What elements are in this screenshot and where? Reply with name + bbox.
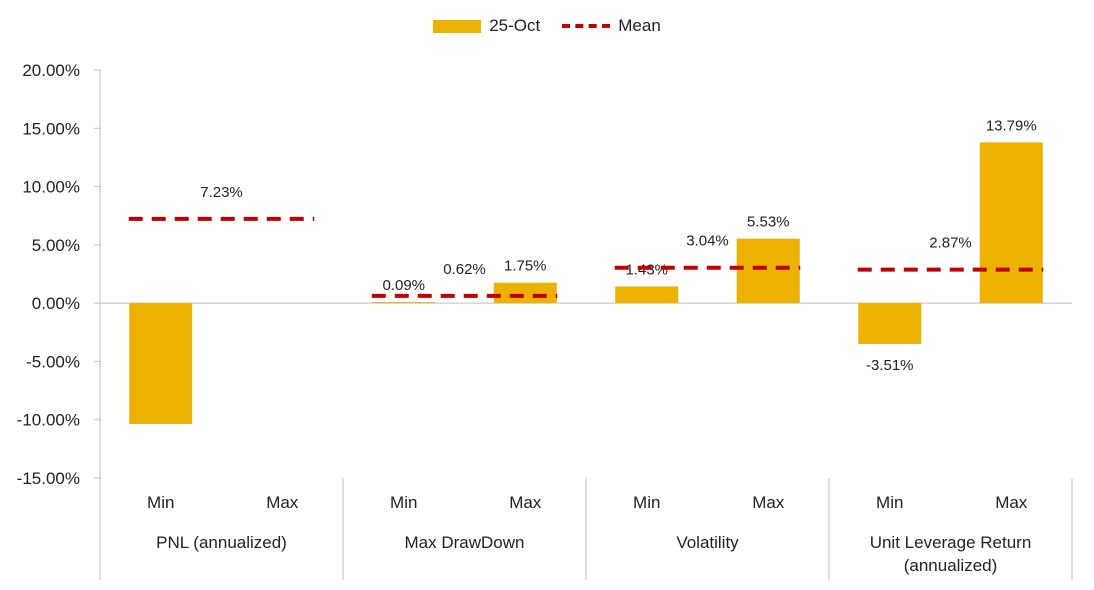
legend-mean-label: Mean (618, 16, 661, 35)
y-tick-label: -5.00% (26, 352, 80, 371)
y-tick-label: 0.00% (32, 294, 80, 313)
bar (979, 142, 1043, 304)
mean-value-label: 7.23% (200, 184, 243, 201)
bar (858, 303, 922, 345)
bar-value-label: 5.53% (747, 214, 790, 231)
legend-item-bar: 25-Oct (433, 16, 540, 36)
y-tick-label: -15.00% (17, 469, 80, 488)
x-category-label: Min (390, 493, 417, 512)
x-group-label-line: Unit Leverage Return (870, 533, 1032, 552)
x-group-label-line: (annualized) (904, 556, 998, 575)
x-category-label: Min (147, 493, 174, 512)
bar (129, 303, 193, 425)
bar-value-label: -3.51% (866, 357, 914, 374)
x-category-label: Min (633, 493, 660, 512)
x-group-label-line: Volatility (676, 533, 739, 552)
x-group-label-line: Max DrawDown (405, 533, 525, 552)
y-tick-label: 5.00% (32, 236, 80, 255)
y-tick-label: 15.00% (22, 119, 80, 138)
x-group-label-line: PNL (annualized) (156, 533, 287, 552)
legend-bar-label: 25-Oct (489, 16, 541, 35)
bar (736, 238, 800, 304)
x-group-label: Max DrawDown (405, 533, 525, 552)
x-group-label: Unit Leverage Return (annualized) (870, 533, 1032, 575)
bar-value-label: 0.09% (382, 277, 425, 294)
x-category-label: Max (752, 493, 785, 512)
bar (493, 282, 557, 304)
y-tick-label: 20.00% (22, 61, 80, 80)
bar (615, 286, 679, 304)
legend-bar-swatch (433, 19, 482, 33)
y-tick-label: 10.00% (22, 178, 80, 197)
x-group-label: Volatility (676, 533, 739, 552)
mean-value-label: 3.04% (686, 233, 729, 250)
legend-item-mean: Mean (562, 16, 661, 36)
y-tick-label: -10.00% (17, 411, 80, 430)
mean-value-label: 0.62% (443, 261, 486, 278)
x-category-label: Min (876, 493, 903, 512)
x-category-label: Max (995, 493, 1028, 512)
x-category-label: Max (509, 493, 542, 512)
x-category-label: Max (266, 493, 299, 512)
chart-legend: 25-Oct Mean (0, 16, 1094, 36)
x-group-label: PNL (annualized) (156, 533, 287, 552)
bar-value-label: 1.43% (625, 261, 668, 278)
mean-value-label: 2.87% (929, 235, 972, 252)
bar (372, 302, 436, 304)
legend-mean-swatch (562, 24, 611, 28)
bar-value-label: 1.75% (504, 258, 547, 275)
bar-value-label: 13.79% (986, 117, 1037, 134)
